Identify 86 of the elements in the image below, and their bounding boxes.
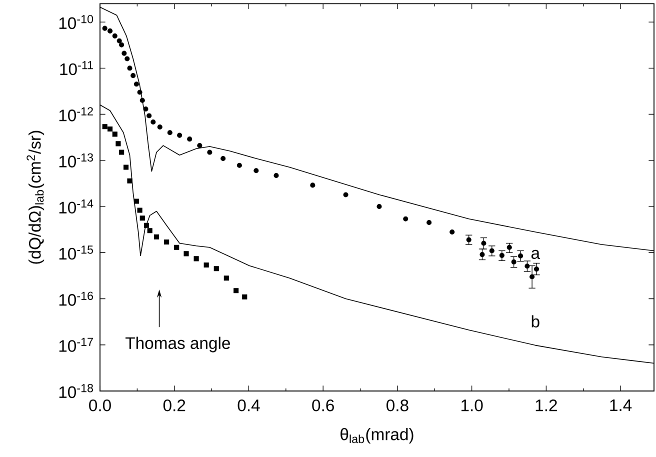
point [530, 274, 535, 280]
point [489, 248, 494, 254]
x-tick-label: 0.8 [386, 400, 408, 412]
point [194, 256, 199, 262]
point [343, 192, 348, 198]
point [164, 239, 170, 245]
y-tick-label: 10$^{-11}$ [60, 61, 93, 76]
y-tick-label: 10$^{-12}$ [59, 107, 93, 122]
x-tick-label: 1.4 [610, 400, 632, 411]
y-tick-label: 10$^{-13}$ [59, 153, 94, 168]
point [426, 220, 432, 226]
point [506, 244, 512, 250]
point [274, 172, 279, 178]
point [123, 164, 129, 170]
point [140, 98, 145, 103]
point [134, 82, 139, 87]
point [116, 38, 122, 44]
point [234, 288, 239, 294]
point [242, 294, 248, 300]
point [144, 222, 150, 228]
point [481, 240, 486, 246]
point [376, 204, 382, 210]
point [127, 66, 132, 71]
point [511, 259, 516, 264]
point [102, 26, 108, 31]
y-tick-label: 10$^{-16}$ [59, 292, 94, 306]
point [119, 150, 124, 155]
x-tick-label: 0.2 [163, 400, 186, 412]
point [146, 113, 152, 118]
point [143, 106, 148, 112]
series-label: a [531, 250, 540, 259]
point [119, 42, 124, 48]
point [214, 266, 219, 272]
point [130, 73, 136, 78]
point [403, 216, 408, 222]
x-tick-label: 0.6 [312, 400, 334, 412]
point [236, 162, 242, 168]
point [177, 132, 182, 138]
point [134, 198, 139, 204]
point [108, 126, 113, 132]
point [518, 253, 524, 258]
x-axis-title: θ$_{lab}$(mrad) [340, 428, 414, 444]
y-tick-label: 10$^{-15}$ [59, 246, 94, 260]
y-tick-label: 10$^{-10}$ [59, 14, 94, 30]
x-tick-label: 0.0 [89, 400, 111, 412]
point [174, 244, 180, 250]
annotation: Thomas angle [126, 336, 230, 352]
y-axis-title: (dQ/dΩ)$_{lab}$(cm$^{2}$/sr) [26, 130, 44, 264]
y-tick-label: 10$^{-14}$ [59, 200, 94, 214]
point [112, 132, 118, 137]
y-tick-label: 10$^{-17}$ [59, 338, 93, 352]
point [124, 56, 130, 62]
point [197, 143, 202, 148]
point [204, 262, 209, 268]
point [207, 150, 212, 155]
point [466, 237, 472, 242]
series-label: b [532, 315, 540, 328]
point [154, 234, 160, 240]
point [450, 229, 455, 235]
point [187, 136, 192, 142]
point [499, 252, 504, 258]
point [480, 252, 485, 258]
point [310, 182, 316, 188]
point [116, 141, 121, 146]
x-tick-label: 0.4 [238, 400, 260, 412]
point [157, 124, 162, 130]
point [224, 276, 229, 281]
point [137, 208, 142, 213]
point [220, 156, 226, 162]
point [108, 28, 113, 34]
x-tick-label: 1.2 [536, 400, 557, 412]
y-tick-label: 10$^{-18}$ [59, 384, 94, 398]
point [127, 178, 132, 184]
point [147, 228, 152, 234]
point [140, 216, 145, 221]
point [150, 119, 156, 125]
point [534, 266, 540, 272]
point [184, 251, 189, 256]
point [167, 130, 172, 136]
x-tick-label: 1.0 [462, 400, 483, 412]
point [122, 50, 127, 56]
point [254, 168, 259, 174]
point [102, 124, 108, 130]
point [524, 264, 530, 269]
point [137, 90, 142, 95]
point [112, 33, 118, 38]
